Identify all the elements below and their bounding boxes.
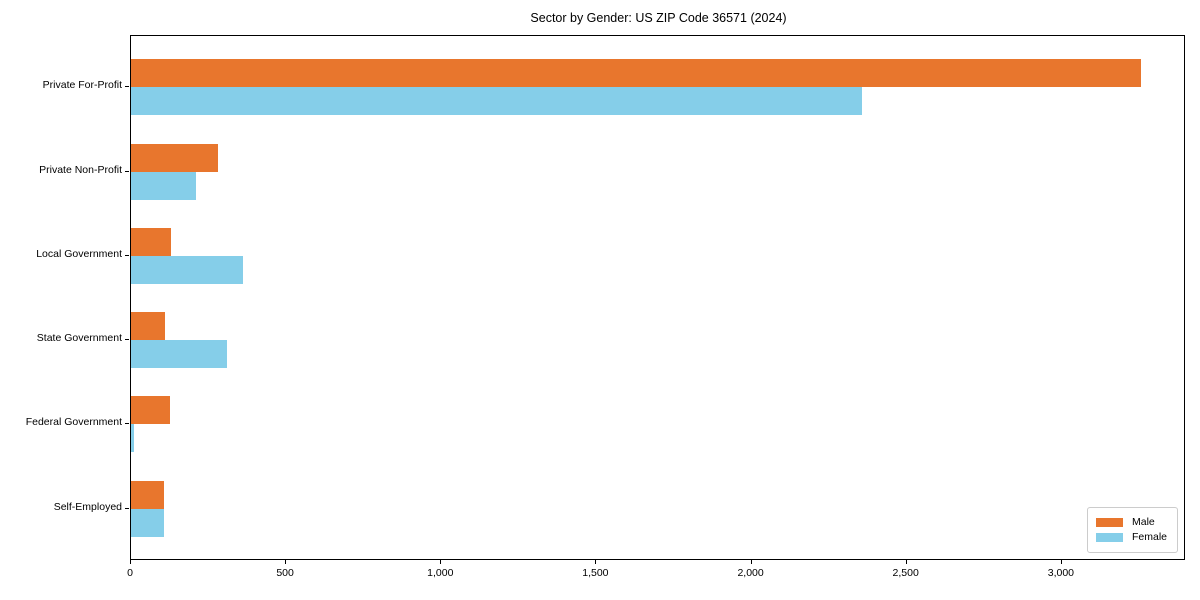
- y-tick-5: [125, 507, 129, 509]
- x-tick-4: [750, 560, 752, 564]
- x-tick-6: [1060, 560, 1062, 564]
- y-tick-label-3: State Government: [36, 332, 122, 345]
- x-tick-label-1: 500: [276, 567, 294, 579]
- bar-male-5: [131, 480, 164, 509]
- x-tick-2: [440, 560, 442, 564]
- x-tick-1: [285, 560, 287, 564]
- chart-title: Sector by Gender: US ZIP Code 36571 (202…: [530, 11, 787, 25]
- bar-female-1: [131, 171, 197, 200]
- bar-female-3: [131, 340, 228, 369]
- male-color-swatch: [1095, 517, 1123, 527]
- x-tick-3: [595, 560, 597, 564]
- y-tick-label-5: Self-Employed: [53, 500, 122, 513]
- y-tick-3: [125, 339, 129, 341]
- x-tick-label-0: 0: [127, 567, 133, 579]
- y-tick-label-1: Private Non-Profit: [39, 163, 122, 176]
- bar-female-4: [131, 424, 134, 453]
- legend-item-female: Female: [1095, 531, 1167, 543]
- bar-female-2: [131, 255, 243, 284]
- y-tick-label-4: Federal Government: [25, 416, 122, 429]
- bar-male-2: [131, 227, 172, 256]
- legend-item-male: Male: [1095, 516, 1167, 528]
- legend-label-male: Male: [1131, 516, 1155, 528]
- y-tick-2: [125, 254, 129, 256]
- bar-male-3: [131, 312, 166, 341]
- x-tick-5: [905, 560, 907, 564]
- bar-male-1: [131, 143, 218, 172]
- x-tick-label-3: 1,500: [582, 567, 609, 579]
- x-tick-0: [130, 560, 131, 564]
- bar-female-5: [131, 508, 164, 537]
- legend-label-female: Female: [1131, 531, 1167, 543]
- female-color-swatch: [1095, 532, 1123, 542]
- bar-female-0: [131, 87, 862, 116]
- bar-male-0: [131, 59, 1141, 88]
- x-tick-label-5: 2,500: [892, 567, 919, 579]
- legend: Male Female: [1086, 507, 1178, 553]
- y-tick-label-2: Local Government: [36, 247, 122, 260]
- y-tick-label-0: Private For-Profit: [42, 79, 122, 92]
- plot-area: Male Female: [130, 35, 1185, 560]
- y-tick-0: [125, 86, 129, 88]
- y-tick-1: [125, 170, 129, 172]
- bars-layer: [131, 36, 1184, 559]
- bar-male-4: [131, 396, 171, 425]
- y-tick-4: [125, 423, 129, 425]
- x-tick-label-2: 1,000: [427, 567, 454, 579]
- x-tick-label-6: 3,000: [1047, 567, 1075, 579]
- x-tick-label-4: 2,000: [737, 567, 764, 579]
